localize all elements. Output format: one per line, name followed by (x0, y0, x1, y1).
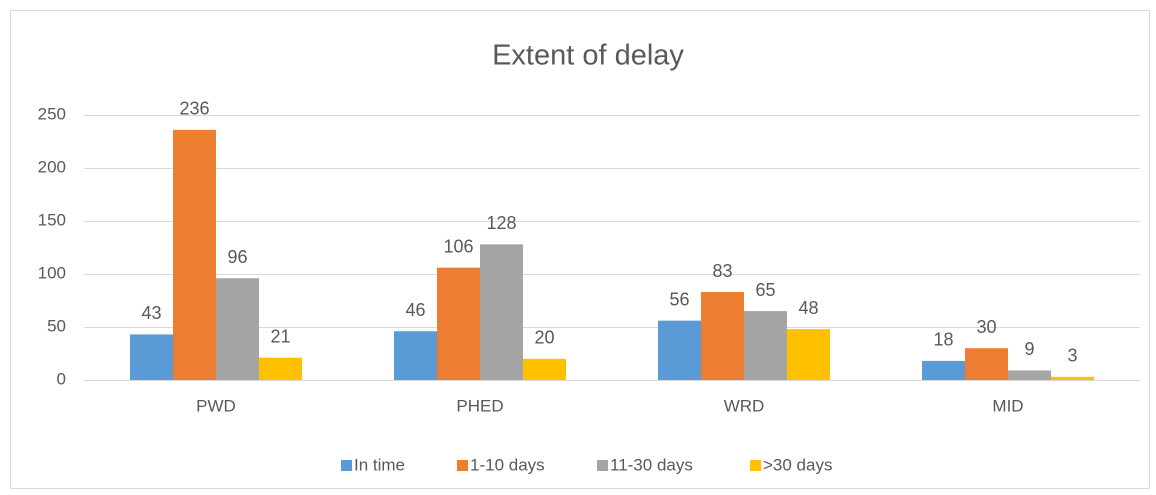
bar (965, 348, 1008, 380)
data-label: 43 (141, 303, 161, 323)
bar (658, 320, 701, 380)
bar (173, 129, 216, 380)
legend-swatch (457, 460, 468, 471)
bar (744, 311, 787, 380)
bar (1051, 376, 1094, 380)
y-tick-label: 100 (38, 263, 66, 282)
bar (523, 358, 566, 380)
data-label: 106 (443, 236, 473, 256)
bar (787, 329, 830, 380)
legend-label: In time (354, 455, 405, 474)
data-label: 21 (270, 326, 290, 346)
data-label: 56 (669, 289, 689, 309)
bar (480, 244, 523, 380)
data-label: 18 (933, 330, 953, 350)
bar (1008, 370, 1051, 380)
y-tick-label: 250 (38, 104, 66, 123)
y-tick-label: 50 (47, 316, 66, 335)
data-label: 83 (712, 261, 732, 281)
legend-swatch (750, 460, 761, 471)
bar (130, 334, 173, 380)
legend-label: 1-10 days (470, 455, 545, 474)
data-label: 48 (798, 298, 818, 318)
data-label: 20 (534, 328, 554, 348)
data-label: 65 (755, 280, 775, 300)
legend-swatch (341, 460, 352, 471)
y-tick-label: 200 (38, 157, 66, 176)
legend-swatch (597, 460, 608, 471)
data-label: 3 (1067, 346, 1077, 366)
data-label: 128 (486, 213, 516, 233)
bar (259, 357, 302, 380)
bar (437, 267, 480, 380)
data-label: 9 (1024, 339, 1034, 359)
x-tick-label: PWD (196, 396, 236, 415)
data-label: 46 (405, 300, 425, 320)
data-label: 30 (976, 317, 996, 337)
y-tick-label: 150 (38, 210, 66, 229)
legend-label: >30 days (763, 455, 832, 474)
bar (922, 360, 965, 380)
bar (394, 331, 437, 380)
bar (701, 292, 744, 380)
data-label: 96 (227, 247, 247, 267)
x-tick-label: WRD (724, 396, 765, 415)
chart-title: Extent of delay (492, 40, 684, 72)
legend-label: 11-30 days (610, 455, 693, 474)
x-tick-label: MID (992, 396, 1023, 415)
bar (216, 278, 259, 380)
x-tick-label: PHED (456, 396, 503, 415)
y-tick-label: 0 (57, 369, 66, 388)
data-label: 236 (179, 99, 209, 119)
